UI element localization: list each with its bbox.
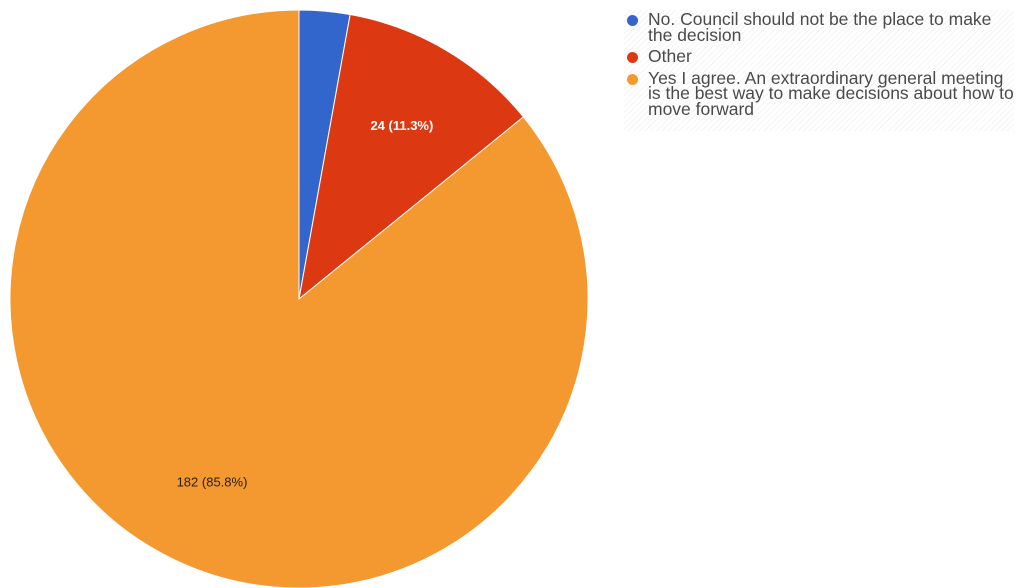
- pie-slice-yes-i-agree-an-extraordi[interactable]: [9, 9, 589, 588]
- legend-dot-icon: [627, 52, 638, 63]
- slice-data-label: 182 (85.8%): [177, 475, 248, 490]
- legend-item-no-council[interactable]: No. Council should not be the place to m…: [624, 9, 1014, 45]
- legend-label: No. Council should not be the place to m…: [648, 9, 992, 45]
- legend-dot-icon: [627, 15, 638, 26]
- pie-chart: 24 (11.3%) 182 (85.8%): [9, 9, 589, 588]
- chart-legend: No. Council should not be the place to m…: [624, 10, 1014, 131]
- slice-data-label: 24 (11.3%): [370, 118, 433, 133]
- legend-item-other[interactable]: Other: [624, 46, 1014, 66]
- pie-slice-other[interactable]: [298, 13, 525, 301]
- legend-dot-icon: [627, 73, 638, 85]
- legend-item-yes-agree[interactable]: Yes I agree. An extraordinary general me…: [624, 67, 1014, 119]
- legend-label: Yes I agree. An extraordinary general me…: [648, 67, 1014, 119]
- legend-label: Other: [648, 46, 692, 66]
